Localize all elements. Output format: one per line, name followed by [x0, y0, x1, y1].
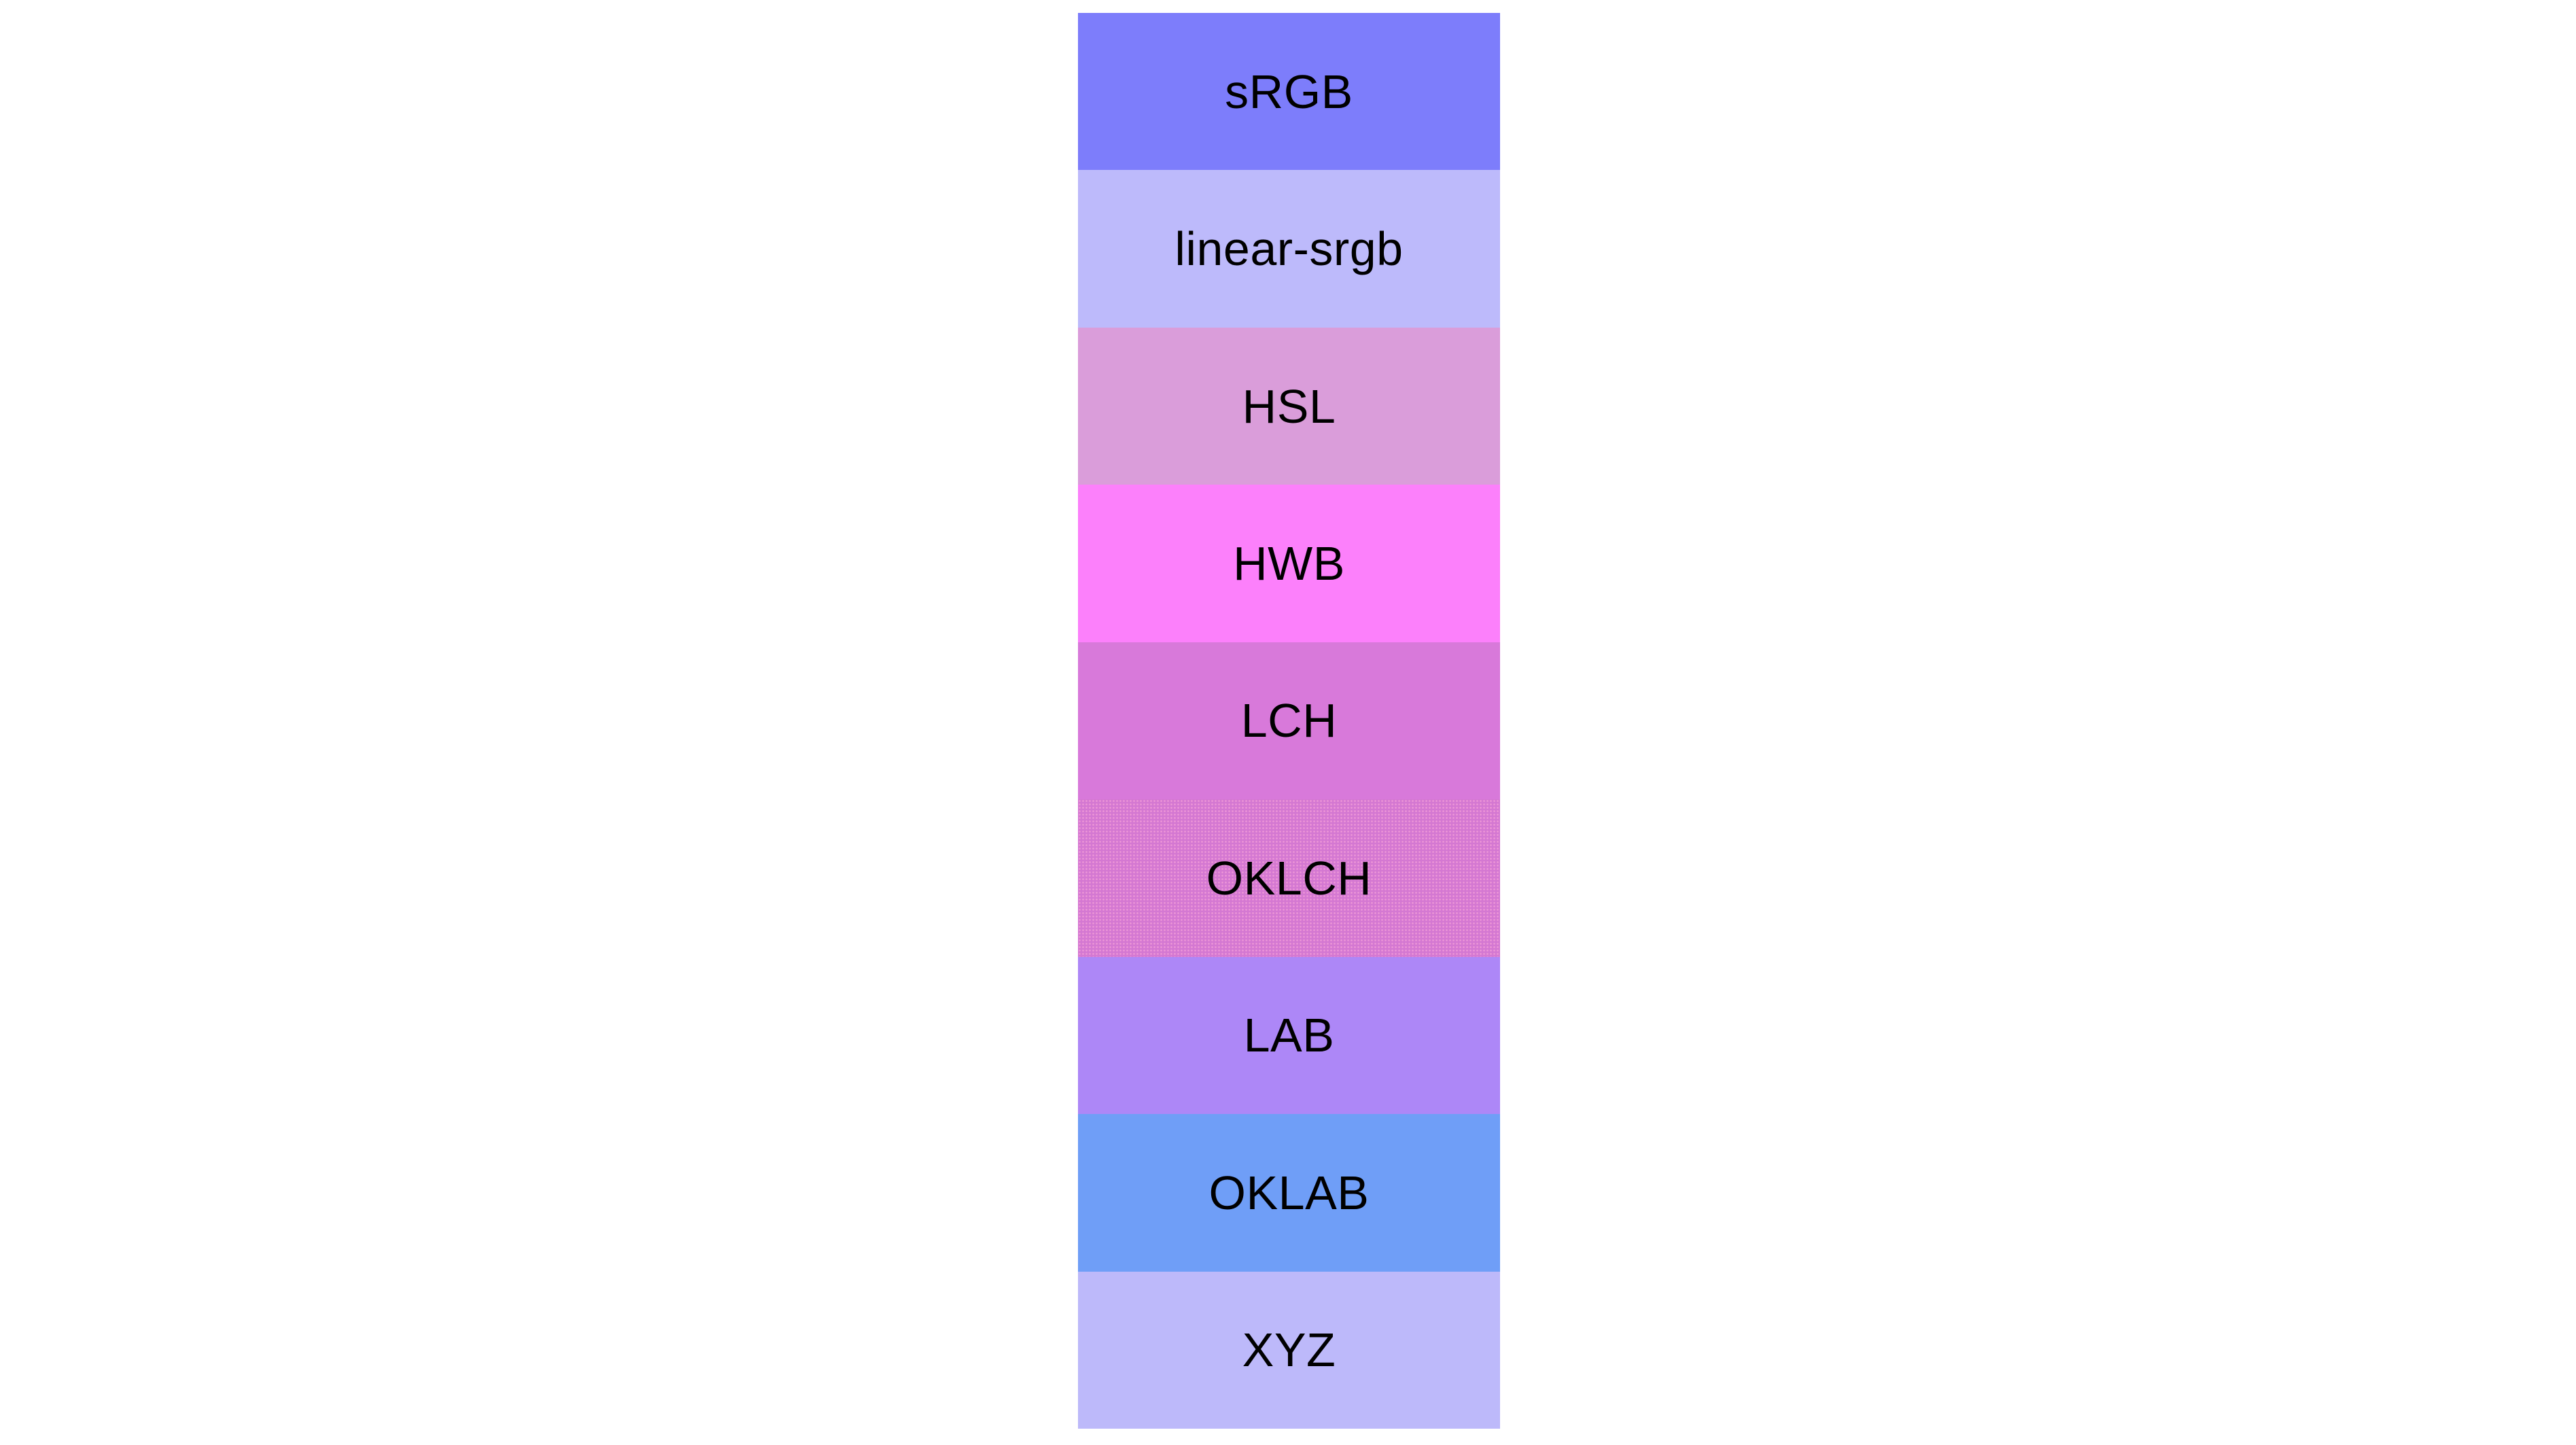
swatch-label: LAB	[1243, 1009, 1335, 1062]
swatch-band: XYZ	[1078, 1271, 1500, 1429]
swatch-label: HSL	[1242, 379, 1336, 433]
swatch-band: linear-srgb	[1078, 170, 1500, 328]
swatch-label: LCH	[1240, 694, 1338, 748]
swatch-band: sRGB	[1078, 13, 1500, 171]
swatch-label: linear-srgb	[1174, 222, 1404, 276]
swatch-label: OKLCH	[1206, 851, 1372, 905]
swatch-band: HSL	[1078, 327, 1500, 485]
swatch-label: OKLAB	[1208, 1166, 1370, 1219]
swatch-band: LCH	[1078, 642, 1500, 800]
swatch-band: OKLCH	[1078, 799, 1500, 957]
swatch-label: XYZ	[1242, 1323, 1336, 1377]
swatch-label: HWB	[1233, 537, 1345, 591]
swatch-band: OKLAB	[1078, 1114, 1500, 1272]
swatch-band: LAB	[1078, 956, 1500, 1115]
swatch-label: sRGB	[1225, 65, 1353, 118]
color-space-swatch-column: sRGB linear-srgb HSL HWB LCH OKLCH LAB OKLAB XYZ	[1078, 13, 1500, 1429]
swatch-band: HWB	[1078, 485, 1500, 642]
